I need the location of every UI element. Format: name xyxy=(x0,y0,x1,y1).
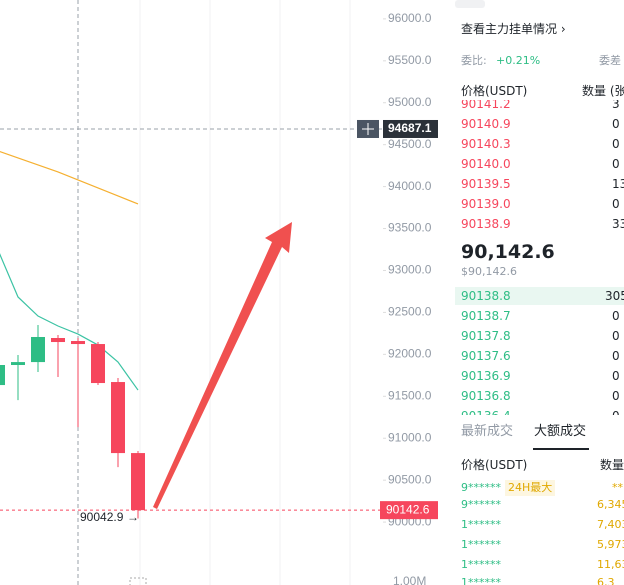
diff-label: 委差 xyxy=(599,54,621,67)
candle-body xyxy=(31,336,45,363)
bid-qty: 0 xyxy=(612,389,620,403)
trade-price: 1****** xyxy=(461,576,501,585)
trade-price: 9****** xyxy=(461,481,501,494)
ask-qty: 0 xyxy=(612,157,620,171)
bid-price[interactable]: 90137.6 xyxy=(461,349,511,363)
plus-icon xyxy=(362,122,374,135)
y-tick-label: 95000.0 xyxy=(388,95,432,109)
crosshair-label: 94687.1 xyxy=(388,121,432,135)
candle-body xyxy=(91,344,105,384)
y-tick-label: 94000.0 xyxy=(388,179,432,193)
tab-active[interactable]: 大额成交 xyxy=(534,424,587,439)
y-tick-label: 91000.0 xyxy=(388,430,432,444)
bid-qty: 0 xyxy=(612,349,620,363)
main-orders-link[interactable]: 查看主力挂单情况 › xyxy=(461,22,566,36)
ask-price[interactable]: 90139.5 xyxy=(461,177,511,191)
ask-qty: 0 xyxy=(612,197,620,211)
bid-highlight xyxy=(455,287,624,305)
bid-price[interactable]: 90136.9 xyxy=(461,369,511,383)
low-label: 90042.9 xyxy=(80,510,124,524)
last-price: 90,142.6 xyxy=(461,241,555,263)
bid-price[interactable]: 90136.4 xyxy=(461,408,511,415)
y-tick-label: 92000.0 xyxy=(388,347,432,361)
candle-body xyxy=(71,341,85,345)
ask-price[interactable]: 90141.2 xyxy=(461,100,511,111)
trade-qty: 6,345 xyxy=(597,498,624,511)
trade-price: 1****** xyxy=(461,518,501,531)
last-price-box xyxy=(380,501,438,520)
ratio-label: 委比: xyxy=(461,54,487,67)
trade-qty: 7,403 xyxy=(597,518,624,531)
ask-price[interactable]: 90140.9 xyxy=(461,117,511,131)
y-tick-label: 92500.0 xyxy=(388,305,432,319)
tab[interactable]: 最新成交 xyxy=(461,424,514,439)
link-text[interactable]: 查看主力挂单情况 xyxy=(461,22,558,36)
low-arrow: → xyxy=(127,510,139,524)
y-tick-label: 96000.0 xyxy=(388,11,432,25)
trade-qty: ** xyxy=(612,481,623,494)
ask-price[interactable]: 90138.9 xyxy=(461,217,511,231)
trade-qty: 6,3 xyxy=(597,576,615,585)
y-tick-label: 95500.0 xyxy=(388,53,432,67)
bid-qty: 0 xyxy=(612,369,620,383)
candle-body xyxy=(111,382,125,454)
moving-average xyxy=(0,151,139,205)
header-qty: 数量 (张 xyxy=(582,84,624,98)
trade-price: 1****** xyxy=(461,538,501,551)
y-tick-label: 91500.0 xyxy=(388,388,432,402)
ask-qty: 3 xyxy=(612,100,620,111)
ask-qty: 0 xyxy=(612,137,620,151)
trades-header-price: 价格(USDT) xyxy=(461,458,528,472)
candle-body xyxy=(0,365,5,386)
bid-price[interactable]: 90137.8 xyxy=(461,329,511,343)
y-tick-label: 93500.0 xyxy=(388,221,432,235)
tab-underline xyxy=(533,448,589,450)
v-grid xyxy=(139,0,351,585)
tab-stub xyxy=(455,0,485,8)
header-price: 价格(USDT) xyxy=(461,84,528,98)
ask-price[interactable]: 90140.0 xyxy=(461,157,511,171)
volume-axis-label: 1.00M xyxy=(393,574,426,585)
last-price-label: 90142.6 xyxy=(386,502,430,516)
bid-qty: 0 xyxy=(612,309,620,323)
chart: 90042.9 → 1.00M 96000.0 95500.0 95000.0 945… xyxy=(0,0,438,585)
bids: 90138.8 305 90138.7 0 90137.8 0 90137.6 0 90136.… xyxy=(455,287,624,415)
trades-header-qty: 数量 xyxy=(600,458,624,472)
annotation-arrow xyxy=(153,222,292,509)
bid-price[interactable]: 90138.8 xyxy=(461,289,511,303)
y-tick-label: 93000.0 xyxy=(388,263,432,277)
moving-average xyxy=(0,253,139,391)
ratio-value: +0.21% xyxy=(496,54,541,67)
last-usd: $90,142.6 xyxy=(461,265,517,278)
trade-price: 9****** xyxy=(461,498,501,511)
bid-price[interactable]: 90138.7 xyxy=(461,309,511,323)
ask-qty: 0 xyxy=(612,117,620,131)
bid-qty: 0 xyxy=(612,408,620,415)
trade-qty: 11,631 xyxy=(597,558,624,571)
y-tick-label: 90500.0 xyxy=(388,472,432,486)
candle-body xyxy=(131,453,145,511)
bid-price[interactable]: 90136.8 xyxy=(461,389,511,403)
marker-box xyxy=(129,577,147,585)
y-tick-label: 94500.0 xyxy=(388,137,432,151)
candle-body xyxy=(51,338,65,343)
trade-qty: 5,973 xyxy=(597,538,624,551)
asks: 90141.2 3 90140.9 0 90140.3 0 90140.0 0 90139.5 1… xyxy=(455,100,624,234)
trade-price: 1****** xyxy=(461,558,501,571)
crosshair-label-box xyxy=(383,119,438,138)
bid-qty: 0 xyxy=(612,329,620,343)
ask-price[interactable]: 90140.3 xyxy=(461,137,511,151)
ask-price[interactable]: 90139.0 xyxy=(461,197,511,211)
ask-qty: 13 xyxy=(612,177,624,191)
candle-body xyxy=(11,362,25,366)
bid-qty: 305 xyxy=(605,289,624,303)
ask-qty: 33 xyxy=(612,217,624,231)
trade-badge: 24H最大 xyxy=(505,480,556,496)
order-panel: 查看主力挂单情况 › 委比: +0.21% 委差 价格(USDT) 数量 (张 … xyxy=(455,0,624,585)
